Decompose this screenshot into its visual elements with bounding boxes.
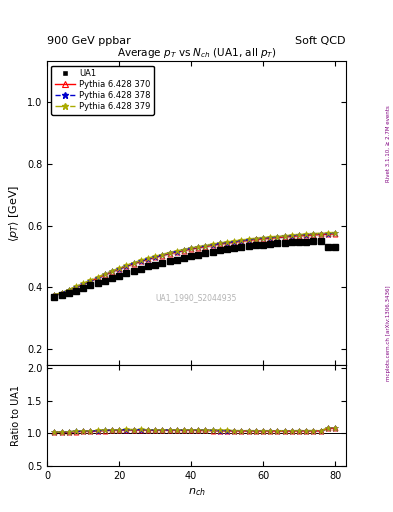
Title: Average $p_T$ vs $N_{ch}$ (UA1, all $p_T$): Average $p_T$ vs $N_{ch}$ (UA1, all $p_T… [117, 46, 276, 60]
Text: 900 GeV ppbar: 900 GeV ppbar [47, 36, 131, 46]
Text: mcplots.cern.ch [arXiv:1306.3436]: mcplots.cern.ch [arXiv:1306.3436] [386, 285, 391, 380]
Y-axis label: Ratio to UA1: Ratio to UA1 [11, 385, 21, 446]
Text: Soft QCD: Soft QCD [296, 36, 346, 46]
X-axis label: $n_{ch}$: $n_{ch}$ [187, 486, 206, 498]
Text: UA1_1990_S2044935: UA1_1990_S2044935 [156, 293, 237, 303]
Y-axis label: $\langle p_T \rangle$ [GeV]: $\langle p_T \rangle$ [GeV] [7, 184, 21, 242]
Text: Rivet 3.1.10, ≥ 2.7M events: Rivet 3.1.10, ≥ 2.7M events [386, 105, 391, 182]
Legend: UA1, Pythia 6.428 370, Pythia 6.428 378, Pythia 6.428 379: UA1, Pythia 6.428 370, Pythia 6.428 378,… [51, 66, 154, 115]
